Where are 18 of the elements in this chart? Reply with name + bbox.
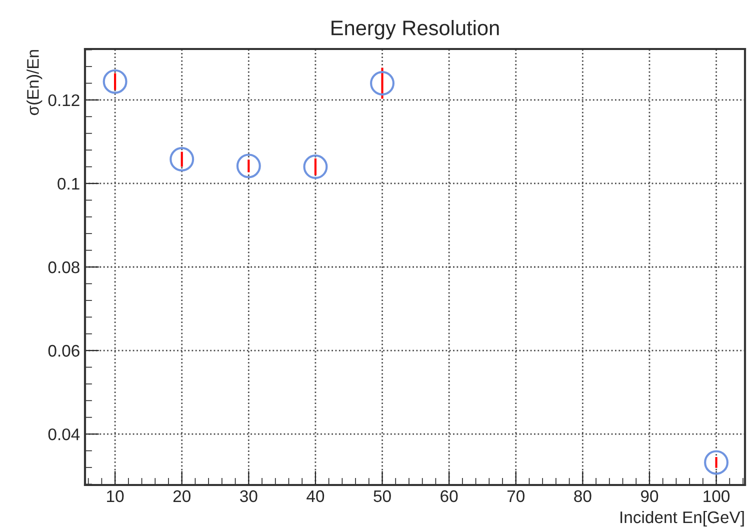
chart-title: Energy Resolution	[332, 20, 499, 40]
y-axis-title: σ(En)/En	[26, 50, 42, 116]
y-tick-label: 0.08	[48, 261, 80, 274]
x-tick-label: 60	[440, 490, 458, 502]
x-tick-label: 90	[640, 490, 658, 502]
y-tick-label: 0.12	[48, 94, 80, 106]
x-tick-label: 20	[173, 490, 190, 502]
y-tick-label: 0.04	[48, 428, 80, 440]
x-tick-label: 10	[107, 490, 124, 502]
x-tick-label: 70	[507, 490, 524, 502]
x-tick-label: 50	[374, 490, 391, 502]
y-tick-label: 0.06	[48, 344, 80, 357]
y-tick-label: 0.1	[58, 178, 80, 190]
x-tick-label: 80	[574, 490, 592, 502]
x-tick-label: 100	[704, 490, 730, 502]
x-tick-label: 40	[306, 490, 324, 502]
x-axis-title: Incident En[GeV]	[620, 510, 744, 526]
x-tick-label: 30	[240, 490, 258, 502]
